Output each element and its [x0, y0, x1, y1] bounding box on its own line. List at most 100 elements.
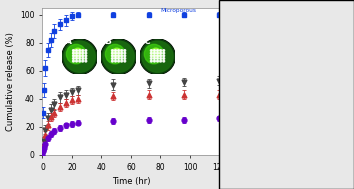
- Circle shape: [312, 100, 313, 101]
- Circle shape: [73, 55, 74, 57]
- Circle shape: [312, 99, 313, 100]
- Circle shape: [101, 40, 136, 74]
- Circle shape: [316, 50, 318, 51]
- Circle shape: [323, 75, 324, 76]
- Circle shape: [321, 91, 322, 92]
- Circle shape: [325, 80, 326, 81]
- Circle shape: [316, 51, 318, 52]
- Circle shape: [287, 97, 289, 98]
- Circle shape: [124, 50, 126, 51]
- Circle shape: [322, 82, 323, 83]
- Circle shape: [323, 62, 324, 63]
- Circle shape: [79, 55, 81, 57]
- Circle shape: [160, 55, 161, 57]
- Circle shape: [285, 89, 286, 90]
- Circle shape: [303, 71, 304, 72]
- Circle shape: [322, 81, 324, 82]
- Circle shape: [312, 123, 313, 124]
- Circle shape: [246, 40, 269, 63]
- Text: A: A: [222, 114, 228, 123]
- Circle shape: [315, 110, 316, 111]
- Circle shape: [154, 55, 155, 57]
- Circle shape: [118, 50, 119, 51]
- Circle shape: [289, 44, 290, 45]
- Circle shape: [265, 41, 319, 94]
- Circle shape: [302, 65, 303, 66]
- Circle shape: [271, 103, 272, 105]
- Circle shape: [154, 52, 155, 54]
- Circle shape: [314, 108, 315, 109]
- Circle shape: [115, 60, 116, 62]
- Circle shape: [313, 71, 314, 72]
- Circle shape: [321, 64, 322, 65]
- Circle shape: [263, 70, 316, 124]
- Circle shape: [308, 86, 309, 87]
- Circle shape: [332, 77, 333, 79]
- Circle shape: [103, 41, 134, 72]
- Circle shape: [287, 66, 288, 67]
- Circle shape: [292, 72, 293, 73]
- Circle shape: [316, 64, 318, 65]
- Circle shape: [324, 81, 325, 83]
- Circle shape: [298, 83, 299, 84]
- Circle shape: [308, 95, 309, 96]
- Circle shape: [307, 97, 308, 98]
- Circle shape: [323, 64, 325, 65]
- Circle shape: [306, 76, 307, 77]
- Circle shape: [160, 60, 161, 62]
- Circle shape: [160, 52, 161, 54]
- Circle shape: [243, 37, 272, 66]
- Circle shape: [142, 41, 173, 72]
- Text: A: A: [65, 37, 72, 46]
- Circle shape: [308, 85, 309, 86]
- Circle shape: [309, 55, 311, 56]
- Circle shape: [272, 80, 291, 98]
- Circle shape: [309, 91, 310, 92]
- Circle shape: [296, 110, 297, 111]
- Circle shape: [308, 97, 309, 98]
- Circle shape: [327, 68, 348, 89]
- Circle shape: [308, 108, 309, 109]
- Circle shape: [322, 69, 323, 70]
- Circle shape: [304, 96, 306, 97]
- Circle shape: [287, 95, 289, 96]
- Circle shape: [309, 84, 310, 85]
- Circle shape: [247, 100, 267, 121]
- Circle shape: [275, 93, 277, 94]
- Circle shape: [275, 74, 276, 76]
- Circle shape: [163, 50, 165, 51]
- Circle shape: [150, 58, 152, 59]
- Circle shape: [85, 50, 87, 51]
- Circle shape: [287, 73, 341, 127]
- Circle shape: [82, 50, 84, 51]
- Circle shape: [324, 97, 325, 98]
- Circle shape: [85, 52, 87, 54]
- Circle shape: [291, 81, 292, 82]
- Circle shape: [323, 68, 324, 69]
- Circle shape: [285, 65, 286, 66]
- Circle shape: [296, 107, 297, 108]
- Circle shape: [303, 57, 304, 58]
- Circle shape: [154, 58, 155, 59]
- Circle shape: [334, 103, 336, 105]
- Circle shape: [284, 96, 286, 97]
- Circle shape: [121, 60, 122, 62]
- Circle shape: [250, 103, 260, 114]
- Circle shape: [299, 81, 300, 82]
- Circle shape: [311, 110, 312, 112]
- Circle shape: [322, 83, 324, 84]
- Circle shape: [112, 48, 122, 58]
- Circle shape: [290, 107, 292, 108]
- Circle shape: [291, 94, 292, 96]
- Circle shape: [283, 64, 284, 65]
- Circle shape: [324, 112, 325, 114]
- Circle shape: [101, 39, 136, 74]
- Circle shape: [112, 50, 113, 51]
- Circle shape: [295, 84, 296, 85]
- Circle shape: [156, 60, 158, 62]
- Circle shape: [335, 74, 337, 75]
- Circle shape: [299, 93, 301, 94]
- Circle shape: [154, 60, 155, 62]
- Circle shape: [284, 115, 285, 116]
- Circle shape: [115, 55, 116, 57]
